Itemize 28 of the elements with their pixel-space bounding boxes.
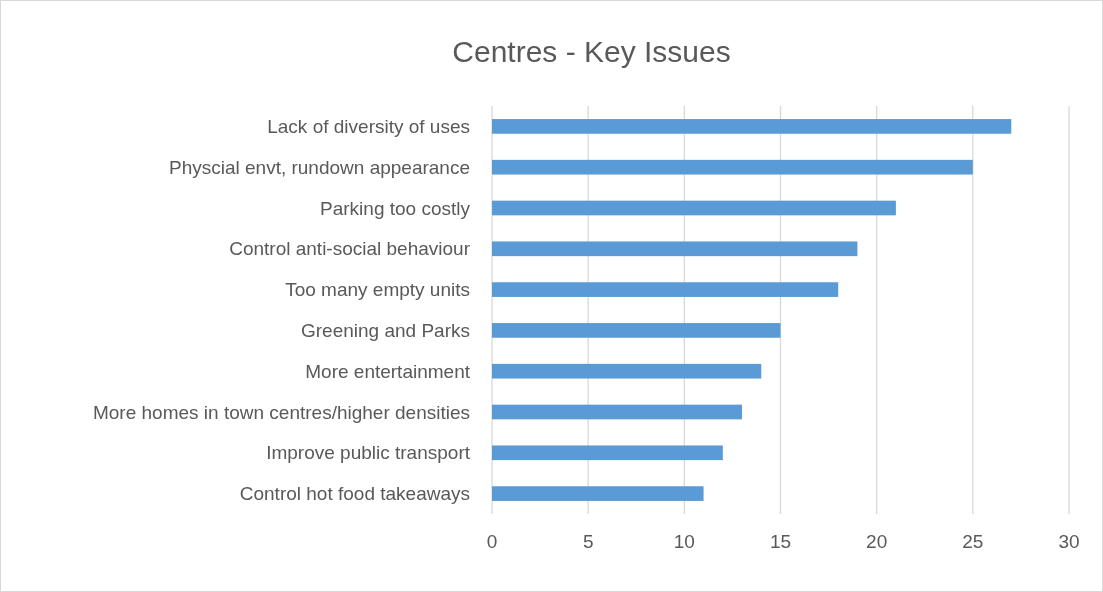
bar xyxy=(492,323,781,338)
bar xyxy=(492,363,762,379)
x-tick-label: 5 xyxy=(582,531,594,552)
y-tick-label: Lack of diversity of uses xyxy=(267,116,470,138)
chart-title: Centres - Key Issues xyxy=(452,35,731,68)
y-tick-label: More homes in town centres/higher densities xyxy=(92,401,470,423)
bar xyxy=(492,404,743,420)
x-tick-label: 20 xyxy=(866,531,888,552)
bar xyxy=(492,486,704,501)
y-tick-label: Control hot food takeaways xyxy=(239,483,470,505)
y-tick-label: Parking too costly xyxy=(320,197,471,219)
y-tick-label: More entertainment xyxy=(305,360,471,382)
x-tick-label: 30 xyxy=(1058,531,1080,552)
y-tick-label: Too many empty units xyxy=(285,279,470,301)
bar xyxy=(492,445,723,461)
y-tick-label: Improve public transport xyxy=(266,442,471,464)
x-tick-label: 10 xyxy=(673,531,695,552)
y-tick-label: Physcial envt, rundown appearance xyxy=(168,156,470,178)
bar xyxy=(492,159,973,175)
y-tick-label: Greening and Parks xyxy=(301,320,470,342)
y-tick-label: Control anti-social behaviour xyxy=(229,238,471,260)
bar xyxy=(492,200,896,216)
x-tick-label: 25 xyxy=(962,531,984,552)
x-tick-label: 0 xyxy=(486,531,498,552)
bar xyxy=(492,241,858,257)
x-tick-label: 15 xyxy=(769,531,792,552)
bar xyxy=(492,282,839,297)
bar xyxy=(492,119,1012,134)
